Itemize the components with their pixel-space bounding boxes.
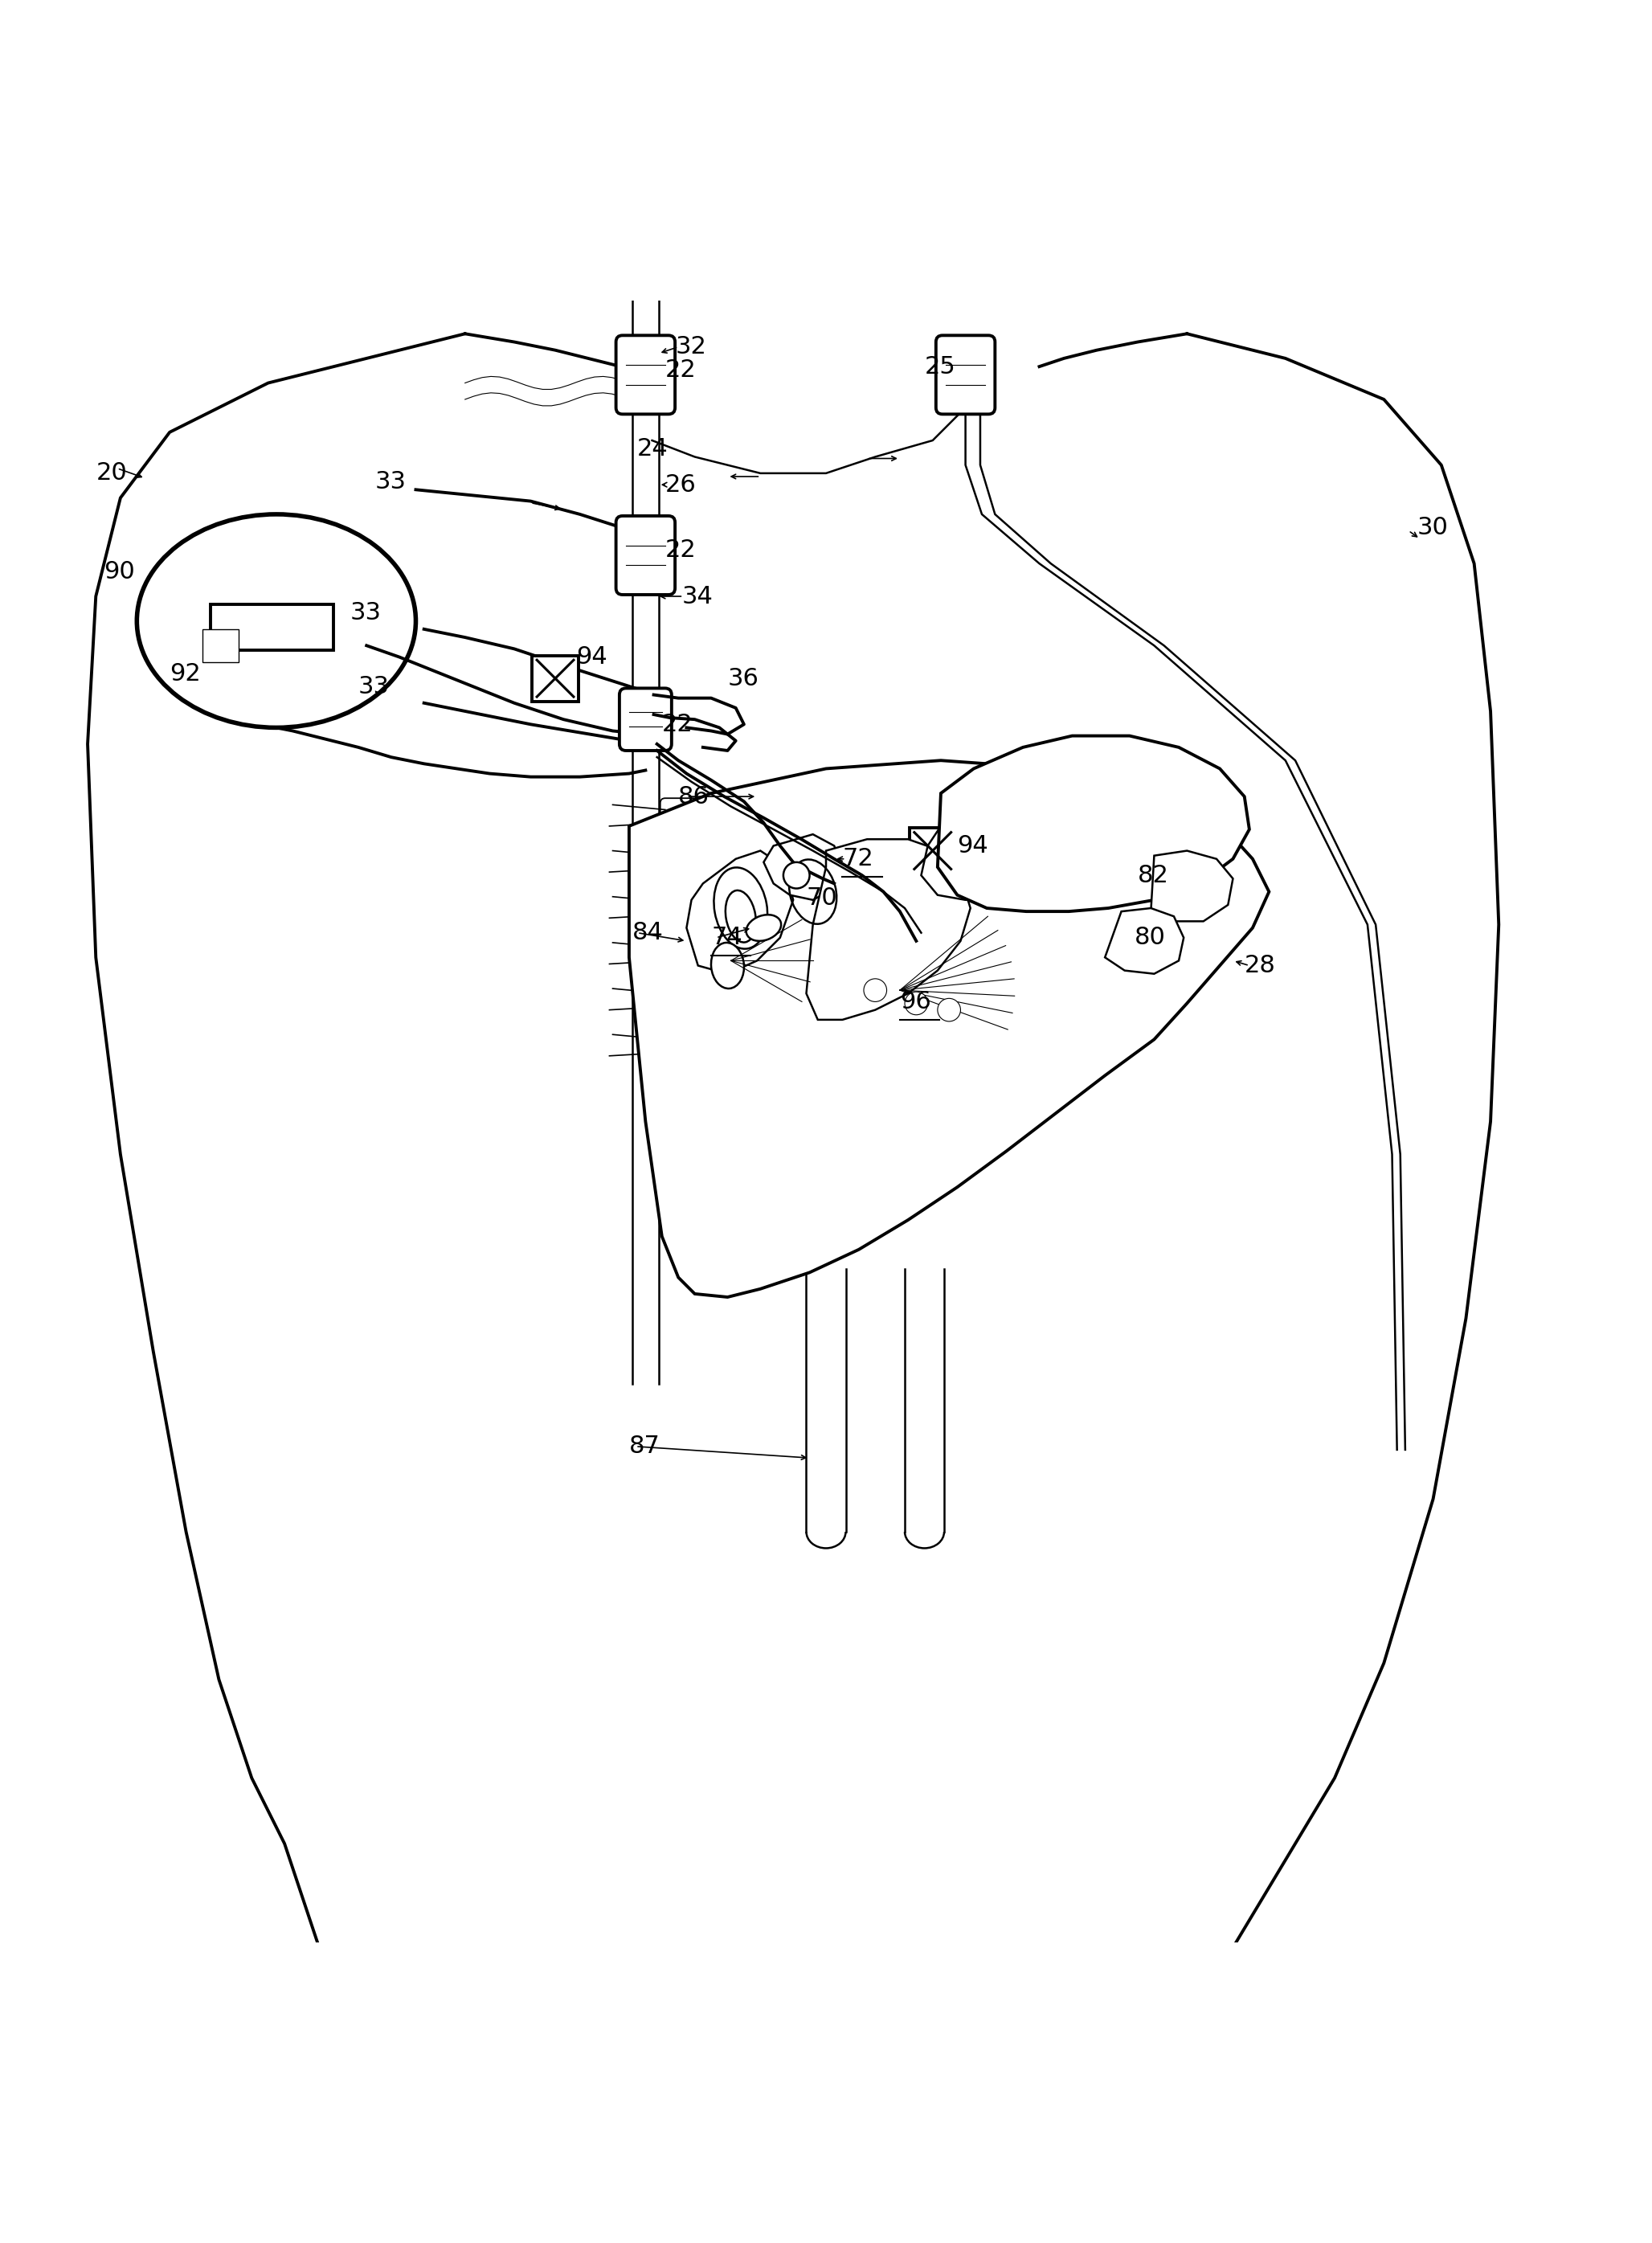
Ellipse shape xyxy=(137,514,416,727)
Text: 33: 33 xyxy=(375,469,406,493)
Text: 94: 94 xyxy=(577,646,608,668)
FancyBboxPatch shape xyxy=(616,516,676,594)
Polygon shape xyxy=(1105,908,1184,973)
Text: 87: 87 xyxy=(629,1436,661,1458)
Text: 70: 70 xyxy=(806,886,838,911)
Text: 36: 36 xyxy=(727,666,758,691)
Text: 30: 30 xyxy=(1417,516,1447,538)
Polygon shape xyxy=(922,819,1036,899)
Bar xyxy=(203,628,238,662)
Text: 96: 96 xyxy=(900,989,932,1014)
Ellipse shape xyxy=(747,915,781,942)
Text: 32: 32 xyxy=(676,334,707,359)
Polygon shape xyxy=(806,839,970,1021)
FancyBboxPatch shape xyxy=(616,336,676,415)
Ellipse shape xyxy=(710,942,743,989)
Circle shape xyxy=(864,978,887,1003)
Text: 74: 74 xyxy=(710,926,742,949)
Circle shape xyxy=(905,991,928,1014)
Text: 72: 72 xyxy=(843,848,874,870)
Ellipse shape xyxy=(714,868,768,949)
Text: 22: 22 xyxy=(666,359,697,381)
Bar xyxy=(532,655,578,702)
FancyBboxPatch shape xyxy=(661,799,762,841)
FancyBboxPatch shape xyxy=(661,1027,762,1070)
FancyBboxPatch shape xyxy=(661,890,762,933)
Text: 25: 25 xyxy=(925,354,955,379)
Circle shape xyxy=(783,861,809,888)
FancyBboxPatch shape xyxy=(661,935,762,978)
Text: 90: 90 xyxy=(104,561,135,583)
FancyBboxPatch shape xyxy=(937,336,995,415)
Text: 33: 33 xyxy=(358,675,390,698)
Ellipse shape xyxy=(725,890,757,942)
Text: 20: 20 xyxy=(96,462,127,484)
Polygon shape xyxy=(763,834,843,899)
Text: 34: 34 xyxy=(682,585,714,608)
Text: 82: 82 xyxy=(1138,864,1170,886)
Polygon shape xyxy=(687,850,793,973)
Text: 33: 33 xyxy=(350,601,382,624)
Text: 22: 22 xyxy=(662,713,694,736)
Text: 28: 28 xyxy=(1244,953,1275,978)
Text: 92: 92 xyxy=(170,662,202,684)
Bar xyxy=(910,828,955,875)
Circle shape xyxy=(938,998,960,1021)
Text: 22: 22 xyxy=(666,538,697,563)
FancyBboxPatch shape xyxy=(661,843,762,886)
Bar xyxy=(211,606,334,650)
Text: 24: 24 xyxy=(638,437,669,460)
FancyBboxPatch shape xyxy=(620,689,672,751)
Polygon shape xyxy=(629,760,1269,1296)
Text: 86: 86 xyxy=(679,785,710,807)
Polygon shape xyxy=(1151,850,1232,922)
FancyBboxPatch shape xyxy=(661,982,762,1025)
Text: 84: 84 xyxy=(633,922,664,944)
Text: 26: 26 xyxy=(666,473,697,496)
Polygon shape xyxy=(938,736,1249,911)
Text: 94: 94 xyxy=(957,834,988,857)
Text: 80: 80 xyxy=(1135,926,1166,949)
